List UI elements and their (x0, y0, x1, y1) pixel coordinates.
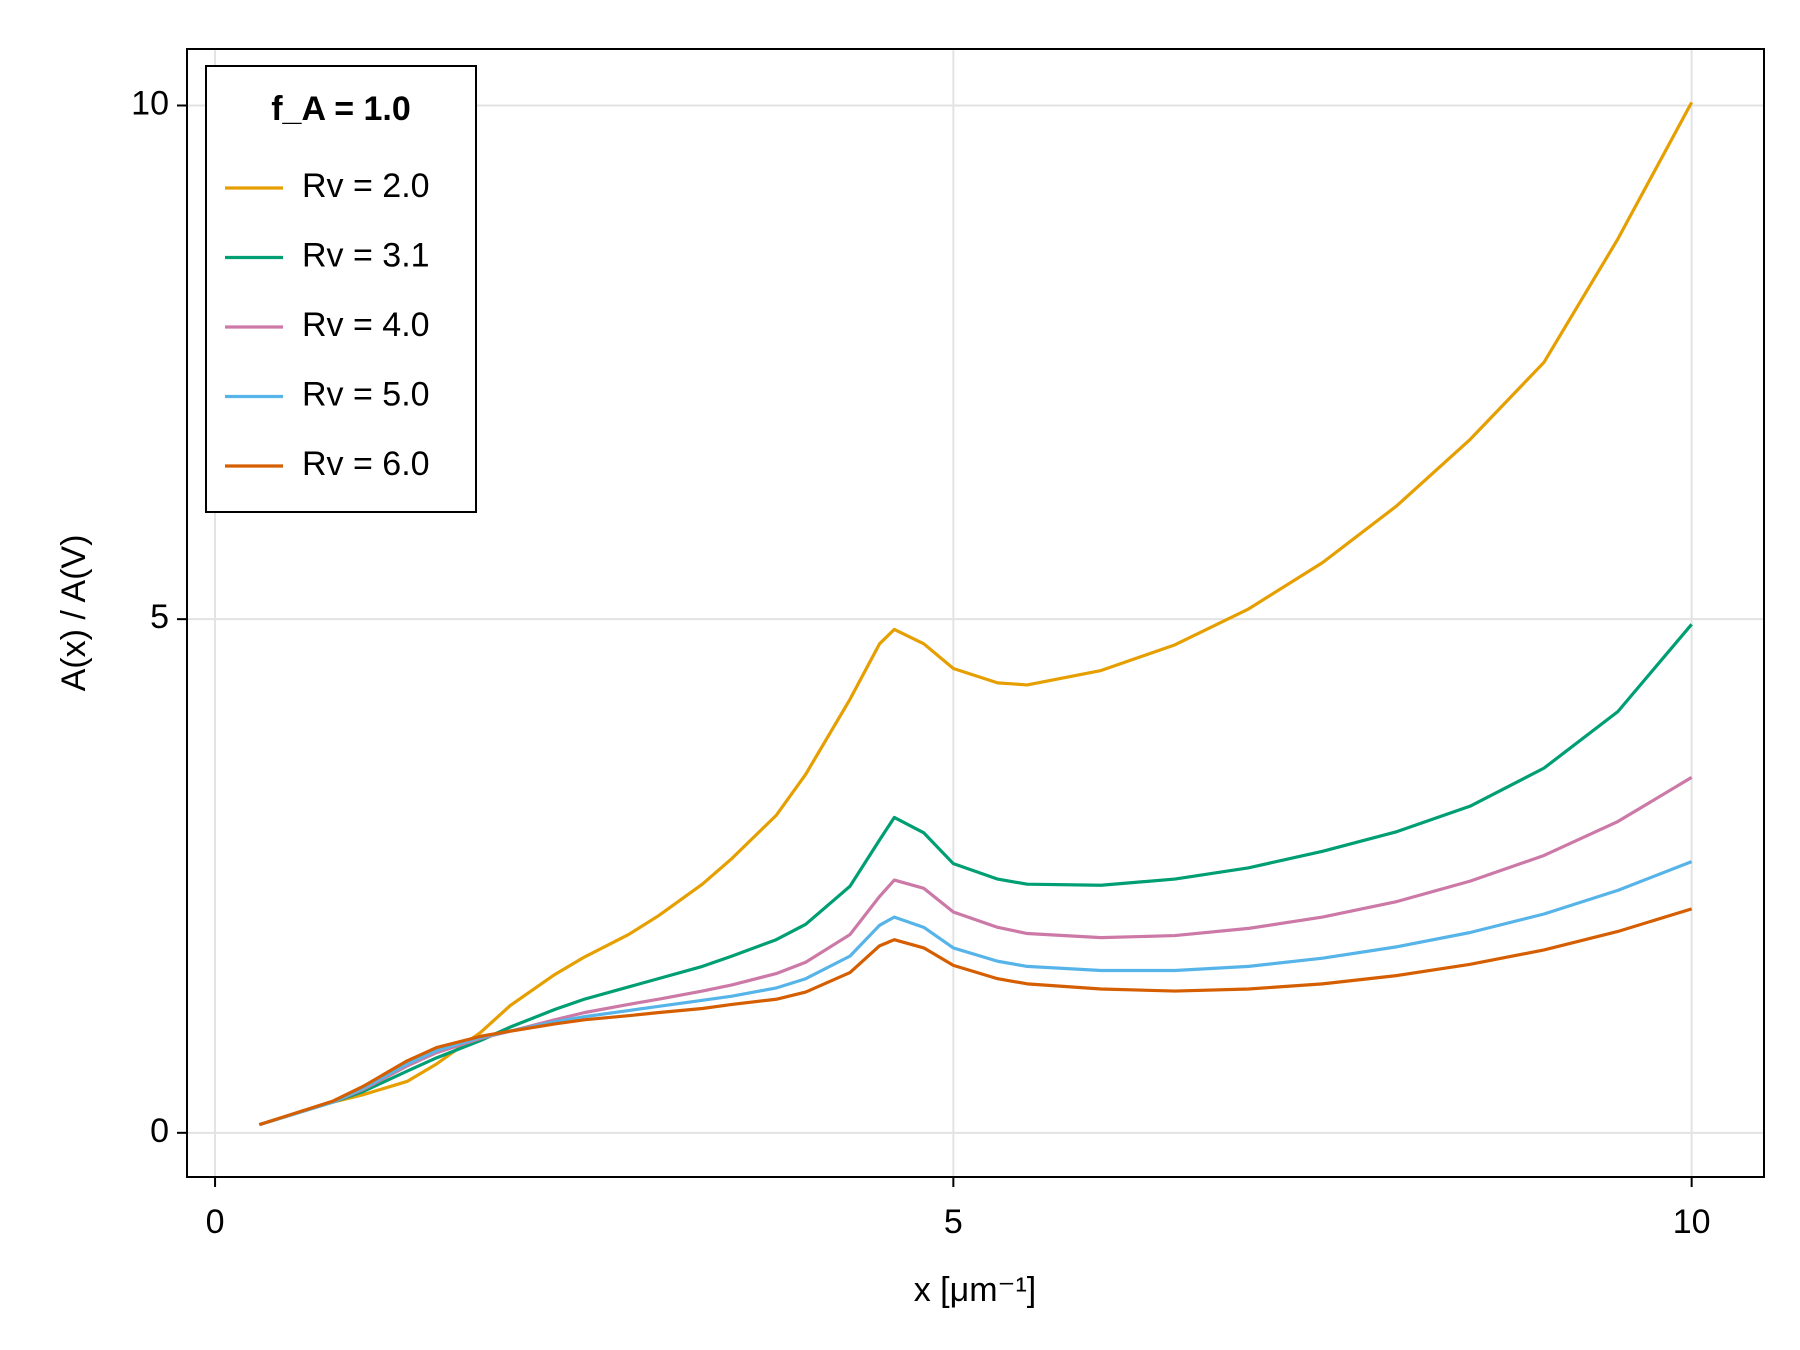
legend-box (205, 65, 477, 513)
y-tick-label: 10 (131, 84, 169, 122)
legend-label: Rv = 6.0 (302, 445, 430, 483)
x-tick-label: 10 (1673, 1203, 1711, 1241)
legend-label: Rv = 3.1 (302, 236, 430, 274)
x-tick-label: 0 (206, 1203, 225, 1241)
legend-label: Rv = 2.0 (302, 167, 430, 205)
legend: f_A = 1.0 Rv = 2.0 Rv = 3.1 Rv = 4.0 Rv = 5… (205, 65, 477, 513)
plot-frame (186, 48, 1765, 1178)
series-line (258, 101, 1694, 1127)
y-axis-label: A(x) / A(V) (55, 535, 93, 692)
series-line (258, 623, 1693, 1127)
y-tick-label: 5 (150, 598, 169, 636)
legend-label: Rv = 4.0 (302, 306, 430, 344)
legend-title: f_A = 1.0 (271, 90, 411, 128)
y-tick-label: 0 (150, 1112, 169, 1150)
x-axis-label: x [μm⁻¹] (914, 1271, 1037, 1309)
x-tick-label: 5 (944, 1203, 963, 1241)
axes: 0 5 10 0 5 10 (131, 84, 1710, 1240)
series-line (258, 907, 1693, 1127)
legend-label: Rv = 5.0 (302, 375, 430, 413)
plot-lines (258, 101, 1694, 1127)
